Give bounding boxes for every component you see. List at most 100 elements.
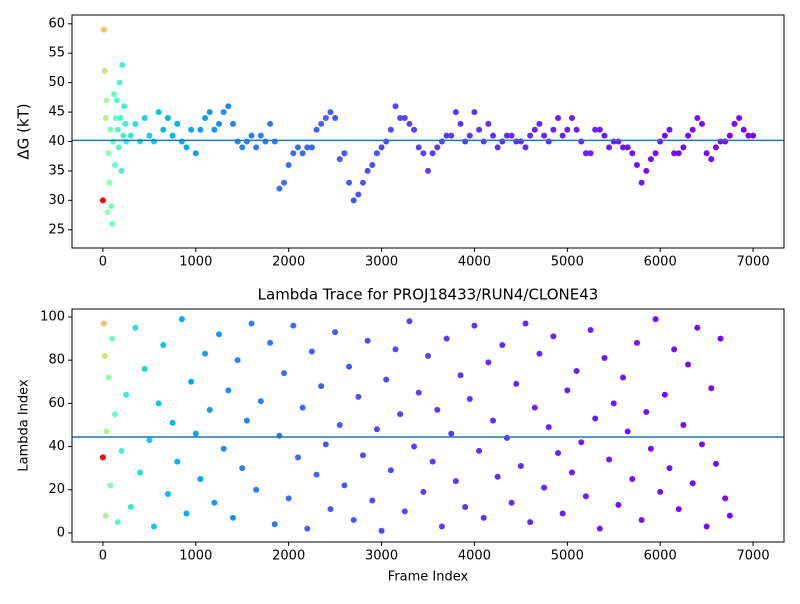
- point: [750, 132, 757, 139]
- point: [197, 126, 204, 133]
- point: [490, 417, 497, 424]
- point: [620, 374, 627, 381]
- point: [485, 359, 492, 366]
- point: [671, 150, 678, 157]
- point: [661, 132, 668, 139]
- point: [485, 120, 492, 127]
- point: [164, 491, 171, 498]
- point: [225, 103, 232, 110]
- y-tick-label: 80: [48, 353, 65, 368]
- point: [336, 421, 343, 428]
- point: [401, 114, 408, 121]
- point: [127, 132, 134, 139]
- point: [531, 126, 538, 133]
- point: [587, 150, 594, 157]
- point: [206, 406, 213, 413]
- point: [216, 120, 223, 127]
- point: [112, 411, 119, 418]
- point: [624, 428, 631, 435]
- point: [123, 391, 130, 398]
- point: [243, 417, 250, 424]
- point: [387, 126, 394, 133]
- point: [657, 138, 664, 145]
- point: [689, 480, 696, 487]
- point: [117, 114, 124, 121]
- point: [425, 167, 431, 174]
- point: [633, 339, 640, 346]
- point: [601, 355, 608, 362]
- point: [610, 400, 617, 407]
- point: [290, 150, 297, 157]
- point: [169, 132, 176, 139]
- point: [406, 120, 413, 127]
- point: [132, 324, 139, 331]
- point: [313, 471, 320, 478]
- point: [253, 486, 260, 493]
- point: [559, 132, 566, 139]
- point: [248, 132, 255, 139]
- x-tick-label: 1000: [179, 255, 212, 270]
- point: [499, 138, 506, 145]
- point: [332, 114, 339, 121]
- y-tick-label: 0: [57, 525, 65, 540]
- point: [327, 109, 334, 116]
- point: [578, 439, 585, 446]
- x-tick-label: 1000: [179, 549, 212, 564]
- point: [708, 385, 715, 392]
- point: [685, 132, 692, 139]
- point: [188, 378, 195, 385]
- point: [322, 114, 329, 121]
- point: [99, 197, 106, 204]
- point: [111, 91, 118, 98]
- point: [271, 138, 278, 145]
- point: [522, 144, 529, 151]
- point: [392, 103, 399, 110]
- point: [103, 428, 110, 435]
- point: [471, 109, 478, 116]
- point: [420, 488, 427, 495]
- point: [629, 150, 636, 157]
- point: [178, 138, 185, 145]
- point: [457, 372, 464, 379]
- point: [545, 424, 552, 431]
- point: [411, 443, 418, 450]
- point: [582, 493, 589, 500]
- x-axis-label: Frame Index: [388, 570, 469, 585]
- point: [726, 512, 733, 519]
- point: [508, 499, 515, 506]
- point: [490, 132, 497, 139]
- point: [726, 132, 733, 139]
- point: [675, 506, 682, 513]
- point: [109, 220, 116, 227]
- point: [722, 138, 729, 145]
- point: [443, 335, 450, 342]
- point: [359, 179, 366, 186]
- point: [745, 132, 752, 139]
- point: [146, 437, 153, 444]
- point: [606, 456, 613, 463]
- y-axis-label: ΔG (kT): [15, 103, 33, 159]
- x-tick-label: 2000: [272, 549, 305, 564]
- point: [355, 191, 362, 198]
- point: [494, 473, 501, 480]
- point: [299, 150, 306, 157]
- point: [494, 144, 501, 151]
- point: [229, 514, 236, 521]
- point: [401, 508, 408, 515]
- point: [513, 380, 520, 387]
- y-tick-label: 60: [48, 16, 65, 31]
- point: [155, 109, 162, 116]
- y-axis-label: Lambda Index: [17, 379, 32, 472]
- point: [243, 138, 250, 145]
- point: [438, 138, 445, 145]
- point: [638, 516, 645, 523]
- point: [564, 387, 571, 394]
- point: [587, 326, 594, 333]
- point: [643, 167, 650, 174]
- point: [522, 320, 529, 327]
- point: [647, 156, 654, 163]
- point: [373, 426, 380, 433]
- point: [318, 120, 325, 127]
- x-tick-label: 6000: [644, 255, 677, 270]
- point: [239, 465, 246, 472]
